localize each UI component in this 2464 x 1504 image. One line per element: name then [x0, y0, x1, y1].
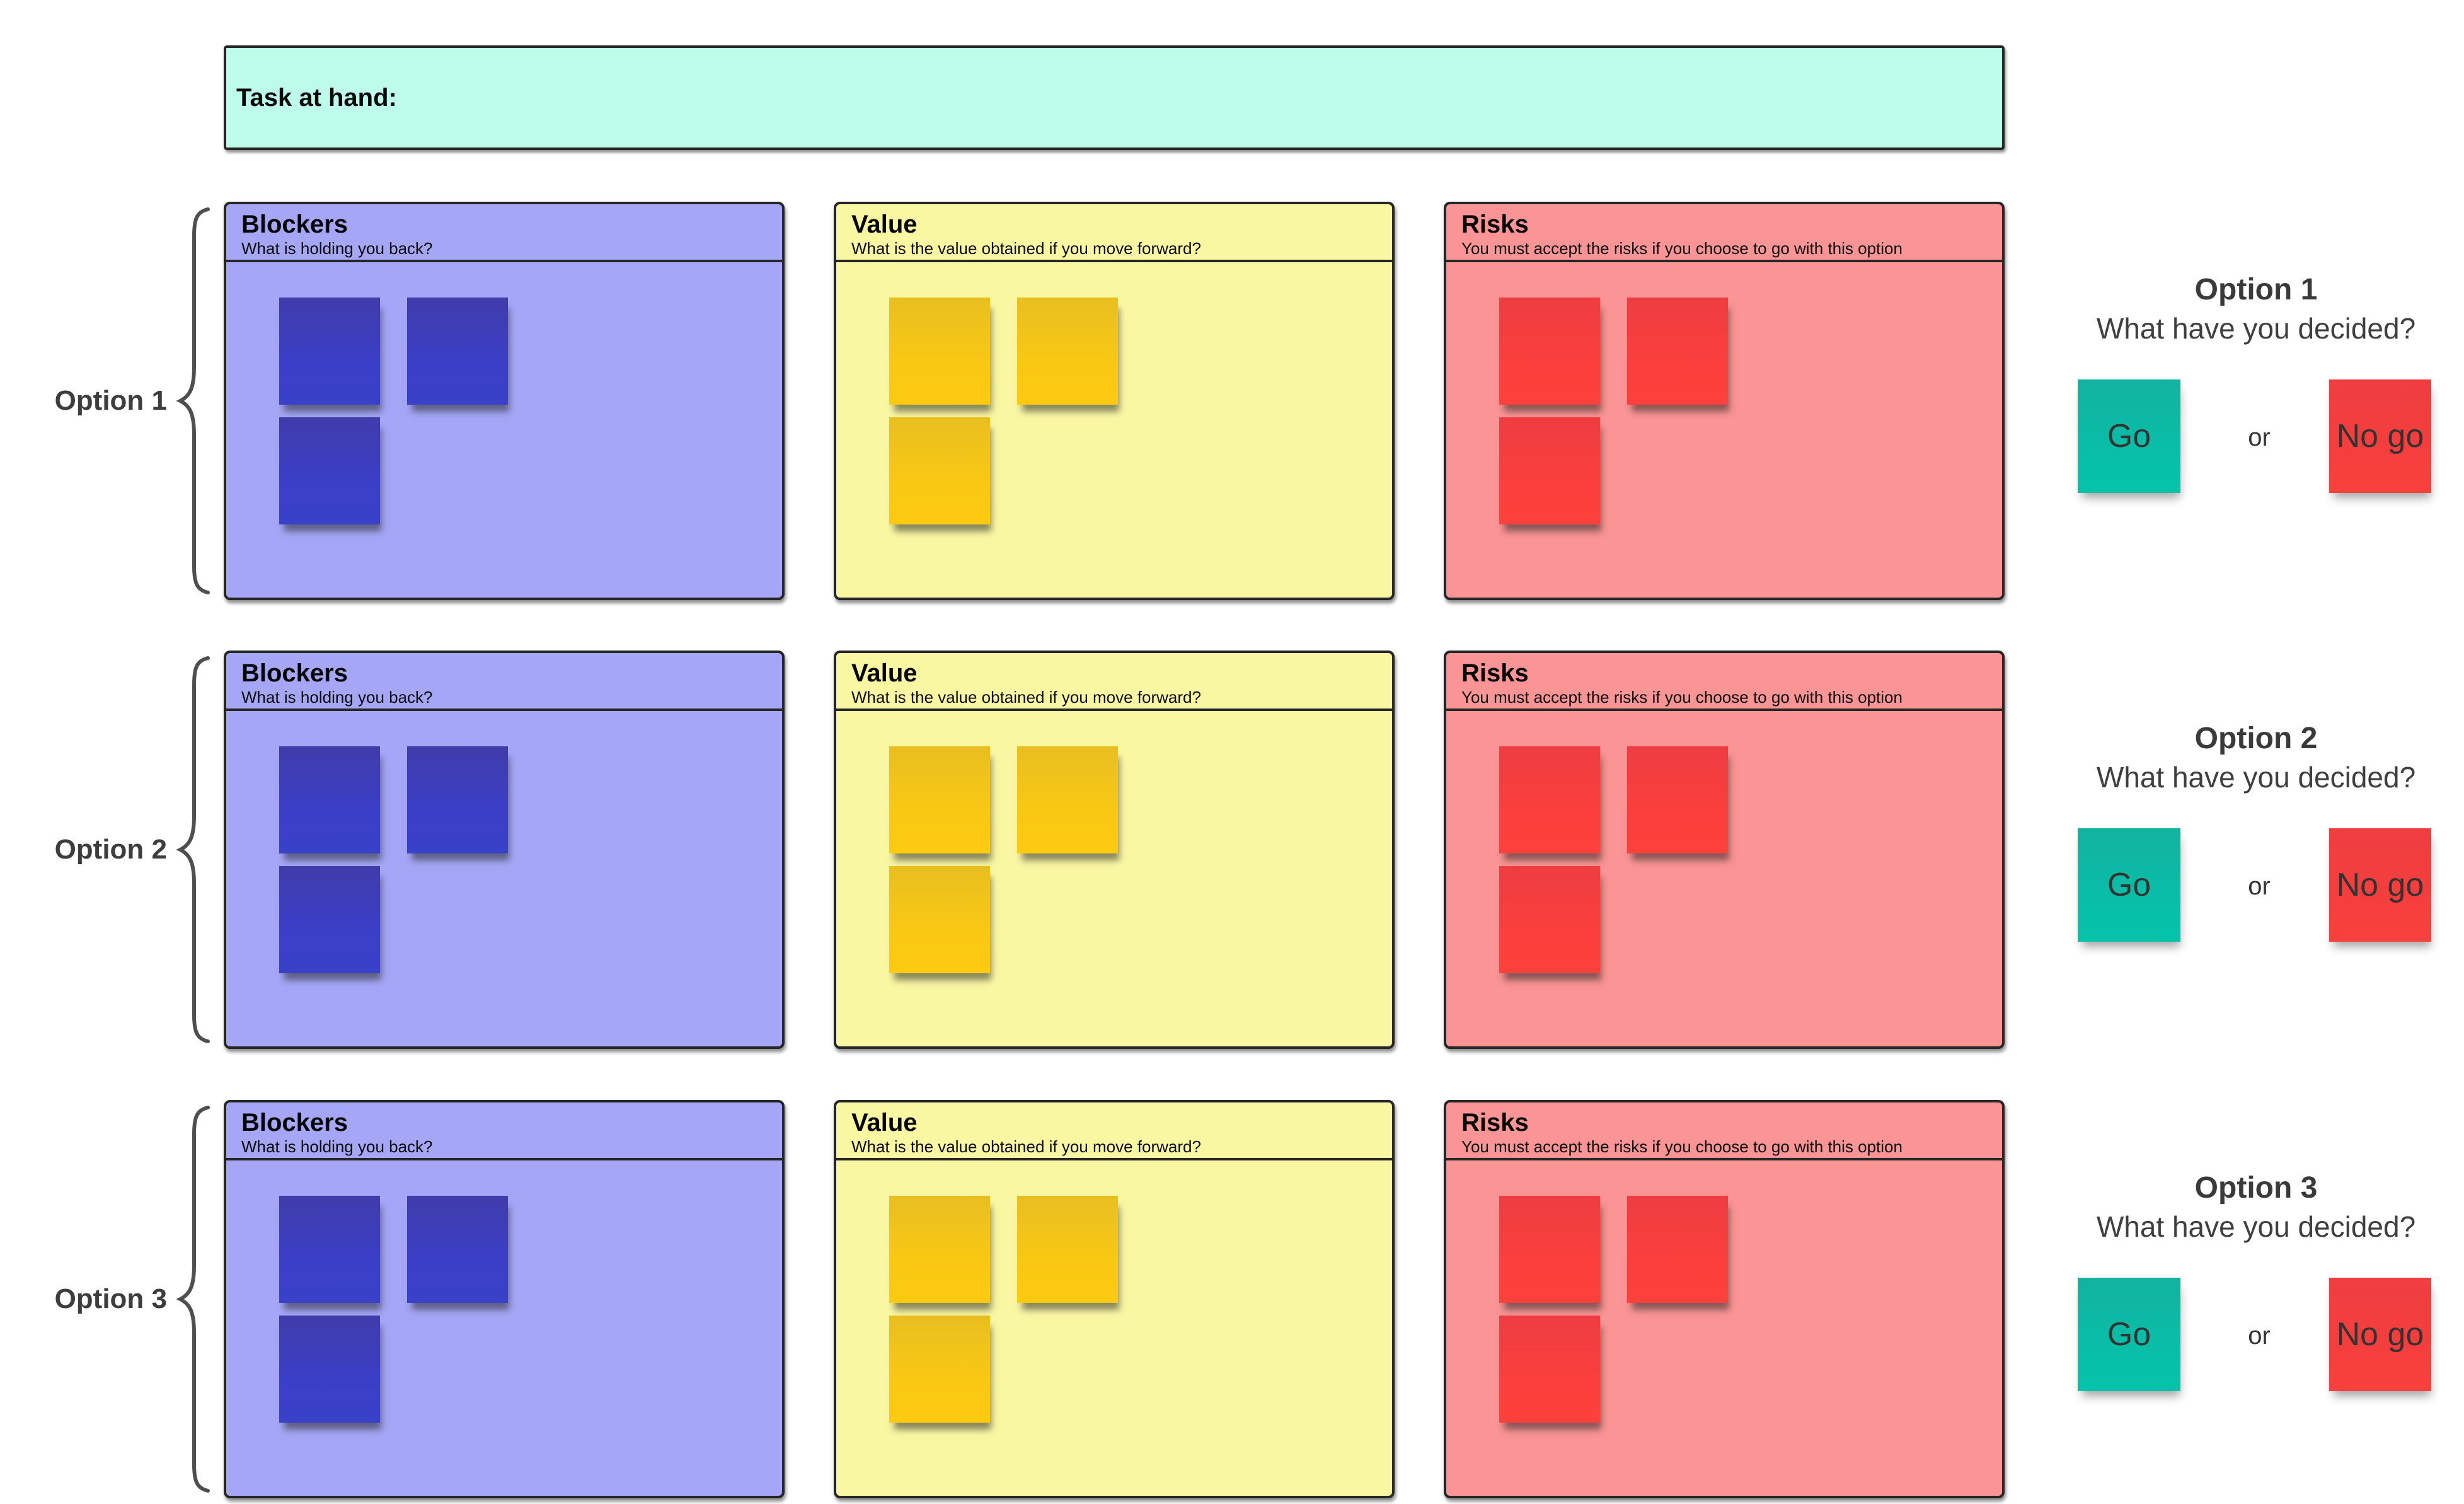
go-note[interactable]: Go [2078, 1278, 2180, 1391]
value-panel[interactable]: Value What is the value obtained if you … [834, 651, 1395, 1049]
sticky-note[interactable] [1499, 866, 1600, 973]
no-go-note[interactable]: No go [2329, 379, 2431, 493]
decision-title: Option 2 [2194, 722, 2318, 755]
blockers-panel-header: Blockers What is holding you back? [226, 204, 782, 262]
row-label-box: Option 3 [32, 1100, 167, 1498]
sticky-note[interactable] [1499, 746, 1600, 853]
sticky-note[interactable] [279, 866, 380, 973]
sticky-note[interactable] [279, 746, 380, 853]
value-panel-header: Value What is the value obtained if you … [836, 1102, 1392, 1160]
panel-subtitle: What is the value obtained if you move f… [851, 239, 1201, 258]
decision-question: What have you decided? [2096, 761, 2416, 794]
decision-question: What have you decided? [2096, 312, 2416, 345]
panel-title: Value [851, 659, 918, 687]
panel-subtitle: What is holding you back? [241, 688, 433, 707]
sticky-note[interactable] [407, 298, 508, 405]
row-label-box: Option 1 [32, 202, 167, 600]
sticky-note[interactable] [889, 298, 990, 405]
sticky-note[interactable] [1627, 746, 1728, 853]
option-row-2: Option 2 Blockers What is holding you ba… [0, 651, 2464, 1049]
risks-panel-header: Risks You must accept the risks if you c… [1446, 204, 2002, 262]
panel-title: Value [851, 211, 918, 238]
panel-subtitle: You must accept the risks if you choose … [1461, 239, 1903, 258]
blockers-panel[interactable]: Blockers What is holding you back? [224, 202, 785, 600]
decision-block: Option 2 What have you decided? Go or No… [2048, 651, 2464, 1049]
blockers-panel[interactable]: Blockers What is holding you back? [224, 1100, 785, 1498]
go-note[interactable]: Go [2078, 379, 2180, 493]
panel-title: Value [851, 1109, 918, 1137]
panel-title: Risks [1461, 211, 1529, 238]
sticky-note[interactable] [889, 1316, 990, 1423]
row-label: Option 3 [54, 1283, 167, 1314]
panel-title: Blockers [241, 659, 348, 687]
panel-subtitle: You must accept the risks if you choose … [1461, 688, 1903, 707]
panel-subtitle: What is holding you back? [241, 1137, 433, 1156]
sticky-note[interactable] [279, 1316, 380, 1423]
value-panel-header: Value What is the value obtained if you … [836, 204, 1392, 262]
sticky-note[interactable] [1499, 1316, 1600, 1423]
sticky-note[interactable] [1017, 1196, 1118, 1303]
sticky-note[interactable] [889, 417, 990, 524]
decision-question: What have you decided? [2096, 1210, 2416, 1243]
or-label: or [2248, 1322, 2271, 1350]
or-label: or [2248, 424, 2271, 451]
sticky-note[interactable] [1017, 298, 1118, 405]
blockers-panel[interactable]: Blockers What is holding you back? [224, 651, 785, 1049]
decision-block: Option 3 What have you decided? Go or No… [2048, 1100, 2464, 1498]
blockers-panel-header: Blockers What is holding you back? [226, 653, 782, 711]
no-go-note[interactable]: No go [2329, 828, 2431, 942]
curly-brace-icon [176, 1106, 210, 1493]
value-panel-header: Value What is the value obtained if you … [836, 653, 1392, 711]
sticky-note[interactable] [1017, 746, 1118, 853]
decision-title: Option 1 [2194, 273, 2318, 306]
panel-title: Risks [1461, 1109, 1529, 1137]
risks-panel[interactable]: Risks You must accept the risks if you c… [1444, 202, 2005, 600]
panel-subtitle: What is the value obtained if you move f… [851, 1137, 1201, 1156]
sticky-note[interactable] [279, 1196, 380, 1303]
value-panel[interactable]: Value What is the value obtained if you … [834, 1100, 1395, 1498]
panel-title: Blockers [241, 211, 348, 238]
sticky-note[interactable] [889, 746, 990, 853]
panel-title: Blockers [241, 1109, 348, 1137]
sticky-note[interactable] [407, 746, 508, 853]
or-label: or [2248, 872, 2271, 900]
option-row-1: Option 1 Blockers What is holding you ba… [0, 202, 2464, 600]
sticky-note[interactable] [889, 866, 990, 973]
sticky-note[interactable] [279, 417, 380, 524]
value-panel[interactable]: Value What is the value obtained if you … [834, 202, 1395, 600]
sticky-note[interactable] [1627, 298, 1728, 405]
sticky-note[interactable] [1499, 1196, 1600, 1303]
sticky-note[interactable] [407, 1196, 508, 1303]
sticky-note[interactable] [889, 1196, 990, 1303]
task-at-hand-banner[interactable]: Task at hand: [224, 45, 2005, 150]
sticky-note[interactable] [1499, 298, 1600, 405]
curly-brace-icon [176, 207, 210, 594]
task-at-hand-label: Task at hand: [236, 83, 397, 112]
panel-subtitle: What is the value obtained if you move f… [851, 688, 1201, 707]
decision-block: Option 1 What have you decided? Go or No… [2048, 202, 2464, 600]
no-go-note[interactable]: No go [2329, 1278, 2431, 1391]
risks-panel-header: Risks You must accept the risks if you c… [1446, 653, 2002, 711]
risks-panel[interactable]: Risks You must accept the risks if you c… [1444, 1100, 2005, 1498]
row-label-box: Option 2 [32, 651, 167, 1049]
panel-subtitle: What is holding you back? [241, 239, 433, 258]
sticky-note[interactable] [1627, 1196, 1728, 1303]
risks-panel[interactable]: Risks You must accept the risks if you c… [1444, 651, 2005, 1049]
row-label: Option 2 [54, 834, 167, 865]
decision-title: Option 3 [2194, 1171, 2318, 1205]
risks-panel-header: Risks You must accept the risks if you c… [1446, 1102, 2002, 1160]
option-row-3: Option 3 Blockers What is holding you ba… [0, 1100, 2464, 1498]
sticky-note[interactable] [1499, 417, 1600, 524]
blockers-panel-header: Blockers What is holding you back? [226, 1102, 782, 1160]
row-label: Option 1 [54, 385, 167, 416]
panel-subtitle: You must accept the risks if you choose … [1461, 1137, 1903, 1156]
curly-brace-icon [176, 656, 210, 1043]
go-note[interactable]: Go [2078, 828, 2180, 942]
panel-title: Risks [1461, 659, 1529, 687]
sticky-note[interactable] [279, 298, 380, 405]
